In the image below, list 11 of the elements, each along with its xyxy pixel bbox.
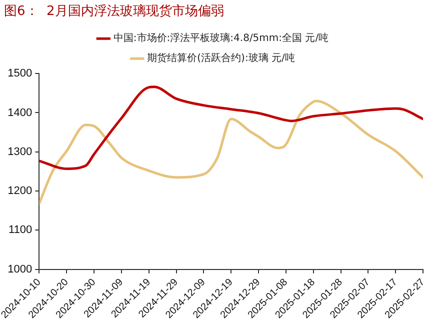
y-tick-label: 1000 bbox=[8, 263, 32, 276]
y-tick-label: 1100 bbox=[8, 224, 32, 236]
line-series bbox=[39, 100, 423, 205]
y-tick-label: 1300 bbox=[8, 146, 32, 158]
legend-label: 中国:市场价:浮法平板玻璃:4.8/5mm:全国 元/吨 bbox=[113, 32, 329, 44]
line-series bbox=[39, 86, 423, 170]
y-tick-label: 1400 bbox=[8, 106, 32, 119]
chart-title: 图6： 2月国内浮法玻璃现货市场偏弱 bbox=[4, 4, 224, 20]
legend-label: 期货结算价(活跃合约):玻璃 元/吨 bbox=[147, 52, 295, 64]
y-tick-label: 1500 bbox=[8, 68, 32, 80]
y-tick-label: 1200 bbox=[8, 185, 32, 198]
